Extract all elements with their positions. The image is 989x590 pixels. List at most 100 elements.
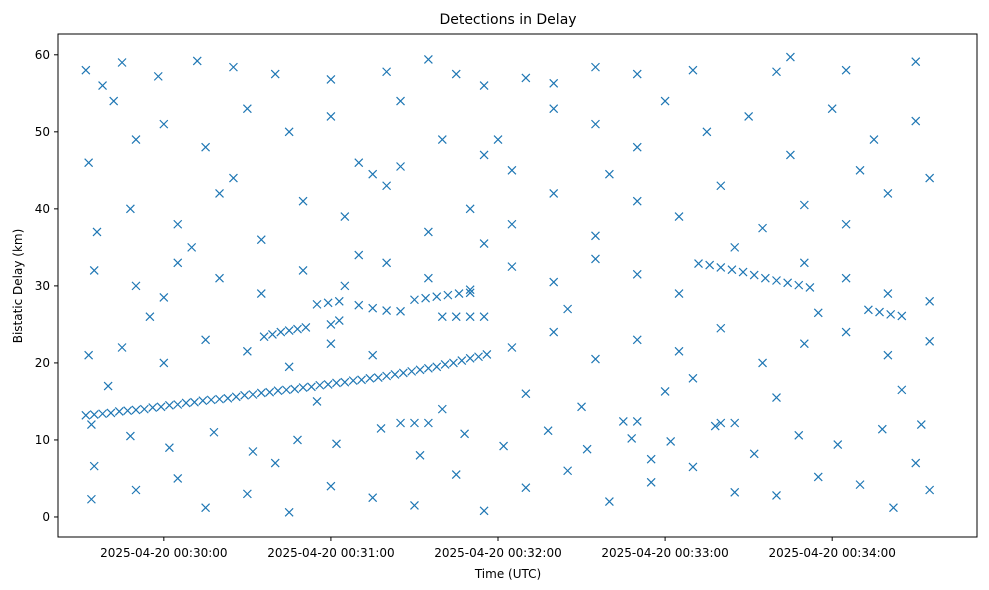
data-point: [457, 356, 467, 366]
data-point: [229, 173, 238, 183]
data-point: [106, 408, 116, 418]
data-point: [794, 280, 804, 290]
data-point: [897, 311, 907, 321]
data-point: [382, 67, 392, 77]
data-point: [465, 312, 475, 322]
data-point: [284, 362, 294, 372]
data-point: [549, 104, 559, 114]
data-point: [758, 223, 767, 233]
data-point: [660, 96, 670, 106]
x-tick-label: 2025-04-20 00:32:00: [434, 546, 561, 560]
data-point: [925, 173, 935, 183]
data-point: [125, 431, 135, 441]
data-point: [159, 358, 169, 368]
data-point: [632, 335, 642, 345]
data-point: [323, 380, 333, 389]
data-point: [465, 288, 475, 298]
data-point: [284, 326, 294, 335]
data-point: [479, 150, 489, 160]
data-point: [591, 231, 600, 241]
plot-frame: [57, 33, 978, 538]
data-point: [925, 296, 935, 306]
data-point: [373, 373, 383, 382]
data-point: [760, 273, 770, 283]
data-point: [159, 293, 169, 302]
data-point: [772, 276, 781, 285]
data-points: [81, 52, 935, 517]
data-point: [705, 260, 715, 270]
data-point: [549, 78, 559, 88]
data-point: [799, 258, 809, 268]
data-point: [84, 350, 94, 360]
data-point: [710, 421, 720, 431]
data-point: [407, 366, 417, 376]
data-point: [582, 444, 592, 454]
data-point: [563, 304, 573, 314]
data-point: [298, 266, 308, 275]
data-point: [465, 204, 475, 214]
y-tick-label: 20: [35, 356, 50, 370]
data-point: [276, 327, 286, 337]
data-point: [270, 69, 280, 79]
data-point: [911, 57, 921, 67]
data-point: [841, 219, 851, 229]
data-point: [332, 439, 341, 449]
x-tick-label: 2025-04-20 00:31:00: [267, 546, 394, 560]
data-point: [187, 242, 197, 252]
data-point: [215, 394, 224, 404]
data-point: [256, 388, 266, 398]
data-point: [209, 427, 219, 437]
data-point: [507, 262, 517, 272]
data-point: [883, 350, 893, 360]
data-point: [591, 62, 600, 72]
data-point: [604, 497, 614, 506]
data-point: [159, 119, 169, 129]
data-point: [694, 259, 703, 268]
data-point: [368, 493, 378, 503]
data-point: [242, 104, 252, 114]
data-point: [423, 54, 433, 64]
data-point: [365, 373, 375, 383]
data-point: [89, 266, 99, 275]
y-tick-label: 0: [42, 510, 50, 524]
data-point: [549, 327, 559, 337]
data-point: [376, 423, 386, 433]
data-point: [632, 196, 642, 206]
data-point: [646, 454, 656, 464]
data-point: [863, 305, 873, 315]
data-point: [521, 389, 531, 399]
data-point: [716, 181, 726, 191]
data-point: [265, 387, 275, 397]
data-point: [173, 219, 183, 229]
x-tick-label: 2025-04-20 00:30:00: [100, 546, 227, 560]
data-point: [256, 235, 266, 245]
data-point: [507, 165, 517, 175]
data-point: [139, 404, 149, 414]
data-point: [148, 403, 158, 413]
data-point: [201, 335, 211, 345]
data-point: [368, 350, 378, 360]
data-point: [164, 400, 174, 410]
y-tick-label: 60: [35, 48, 50, 62]
data-point: [89, 461, 99, 471]
data-point: [229, 62, 238, 72]
data-point: [451, 470, 461, 480]
data-point: [398, 368, 408, 378]
x-axis-label: Time (UTC): [474, 567, 541, 581]
data-point: [688, 65, 698, 75]
data-point: [716, 418, 726, 428]
data-point: [340, 281, 350, 291]
data-point: [474, 352, 483, 362]
data-point: [192, 56, 202, 66]
data-point: [326, 75, 336, 84]
data-point: [627, 433, 637, 443]
data-point: [911, 116, 921, 126]
data-point: [460, 429, 470, 439]
data-point: [688, 373, 698, 383]
y-axis-ticks: 0 10 20 30 40 50 60: [35, 48, 58, 524]
data-point: [268, 329, 277, 339]
data-point: [410, 295, 419, 305]
data-point: [646, 477, 656, 487]
y-axis-label: Bistatic Delay (km): [11, 229, 25, 344]
